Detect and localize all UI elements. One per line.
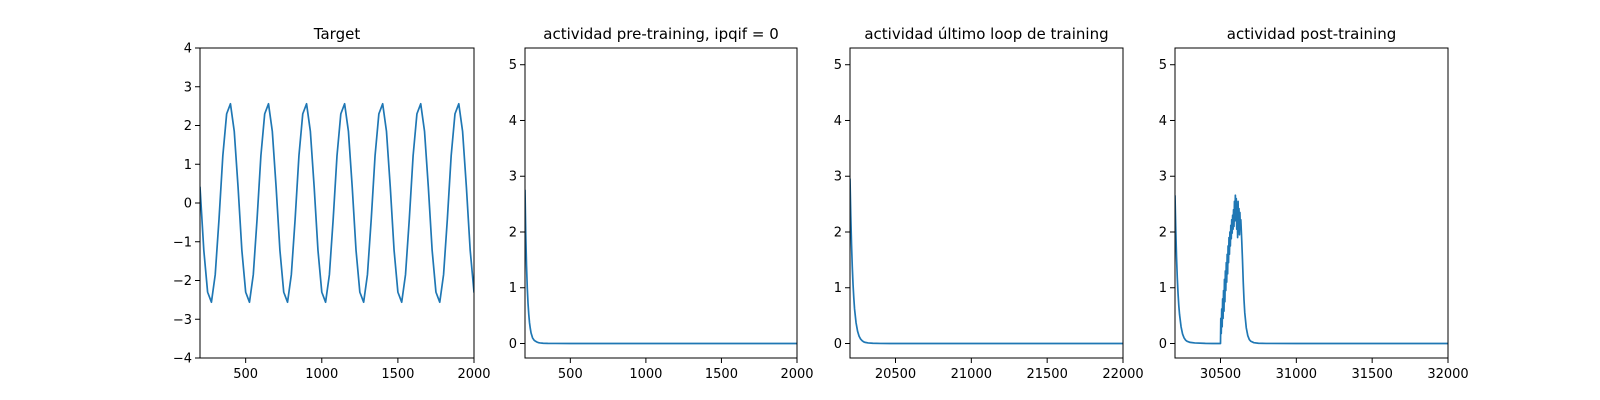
y-tick-label: 3: [184, 80, 192, 95]
y-tick-label: 3: [509, 170, 517, 185]
y-tick-label: 5: [1159, 58, 1167, 73]
axes-frame: [1174, 47, 1449, 359]
y-tick-label: 4: [834, 114, 842, 129]
y-tick-label: −3: [173, 313, 192, 328]
y-tick-label: −1: [173, 235, 192, 250]
chart-3: 20500 21000 21500 22000 0 1 2 3 4 5 actividad últi…: [834, 25, 1144, 382]
y-tick-label: 2: [184, 119, 192, 134]
chart-4: 30500 31000 31500 32000 0 1 2 3 4 5 actividad post…: [1159, 25, 1469, 382]
chart-title: actividad post-training: [1227, 25, 1396, 43]
y-tick-label: −4: [173, 352, 192, 367]
y-tick-label: 0: [509, 337, 517, 352]
y-tick-label: 2: [509, 225, 517, 240]
y-tick-label: 4: [1159, 114, 1167, 129]
axes-frame: [849, 47, 1124, 359]
y-tick-label: 1: [184, 158, 192, 173]
x-tick-label: 30500: [1200, 367, 1241, 382]
x-tick-label: 21500: [1026, 367, 1067, 382]
axes-frame: [524, 47, 798, 359]
x-tick-label: 31500: [1351, 367, 1392, 382]
x-tick-label: 21000: [951, 367, 992, 382]
chart-title: actividad pre-training, ipqif = 0: [543, 25, 779, 43]
chart-title: actividad último loop de training: [864, 25, 1108, 43]
x-tick-label: 2000: [780, 367, 813, 382]
series-line-3-1: [850, 178, 1123, 345]
x-tick-label: 500: [233, 367, 258, 382]
axes-frame: [199, 47, 475, 359]
x-tick-label: 22000: [1102, 367, 1143, 382]
x-tick-label: 32000: [1427, 367, 1468, 382]
chart-1: 500 1000 1500 2000 −4 −3 −2 −1 0 1 2 3 4 Target: [173, 25, 491, 382]
x-tick-label: 31000: [1276, 367, 1317, 382]
y-tick-label: 3: [834, 170, 842, 185]
y-tick-label: 0: [834, 337, 842, 352]
y-tick-label: 0: [1159, 337, 1167, 352]
y-tick-label: 2: [1159, 225, 1167, 240]
series-line-2-1: [525, 189, 797, 345]
y-tick-label: 0: [184, 197, 192, 212]
y-tick-label: 2: [834, 225, 842, 240]
y-tick-label: 3: [1159, 170, 1167, 185]
chart-title: Target: [313, 25, 361, 43]
x-tick-label: 500: [558, 367, 583, 382]
x-tick-label: 1500: [705, 367, 738, 382]
y-tick-label: 4: [184, 42, 192, 57]
y-tick-label: −2: [173, 274, 192, 289]
x-tick-label: 1500: [381, 367, 414, 382]
x-tick-label: 20500: [875, 367, 916, 382]
y-tick-label: 5: [834, 58, 842, 73]
y-tick-label: 5: [509, 58, 517, 73]
series-line-4-1: [1175, 194, 1448, 345]
y-tick-label: 1: [1159, 281, 1167, 296]
series-line-1-1: [200, 102, 474, 304]
x-tick-label: 2000: [457, 367, 490, 382]
y-tick-label: 1: [834, 281, 842, 296]
chart-2: 500 1000 1500 2000 0 1 2 3 4 5 actividad pre-train…: [509, 25, 814, 382]
x-tick-label: 1000: [305, 367, 338, 382]
y-tick-label: 1: [509, 281, 517, 296]
y-tick-label: 4: [509, 114, 517, 129]
x-tick-label: 1000: [629, 367, 662, 382]
